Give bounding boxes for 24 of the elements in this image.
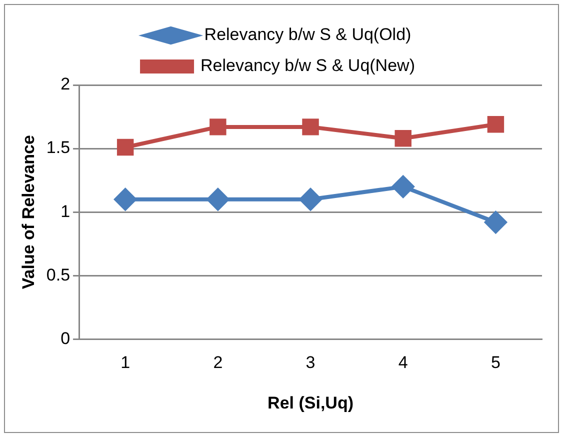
- legend-label: Relevancy b/w S & Uq(Old): [204, 25, 412, 44]
- point: [487, 116, 504, 133]
- point: [392, 176, 414, 198]
- x-tick-label: 3: [306, 353, 316, 372]
- x-tick-label: 1: [120, 353, 130, 372]
- x-tick-label: 4: [398, 353, 408, 372]
- point: [210, 118, 226, 136]
- y-tick-label: 0.5: [46, 265, 70, 284]
- point: [484, 211, 507, 234]
- y-tick-label: 2: [60, 74, 70, 94]
- point: [116, 138, 134, 156]
- point: [302, 118, 319, 136]
- legend-label: Relevancy b/w S & Uq(New): [200, 56, 415, 76]
- y-tick-label: 0: [60, 328, 70, 348]
- x-tick-label: 5: [490, 353, 500, 372]
- x-axis-title: Rel (Si,Uq): [268, 393, 354, 412]
- point: [114, 188, 136, 210]
- point: [206, 188, 229, 210]
- x-tick-label: 2: [213, 353, 223, 372]
- point: [394, 130, 412, 147]
- y-axis-title: Value of Relevance: [18, 135, 38, 290]
- y-tick-label: 1.5: [46, 138, 70, 158]
- y-tick-label: 1: [60, 202, 70, 221]
- point: [300, 188, 322, 210]
